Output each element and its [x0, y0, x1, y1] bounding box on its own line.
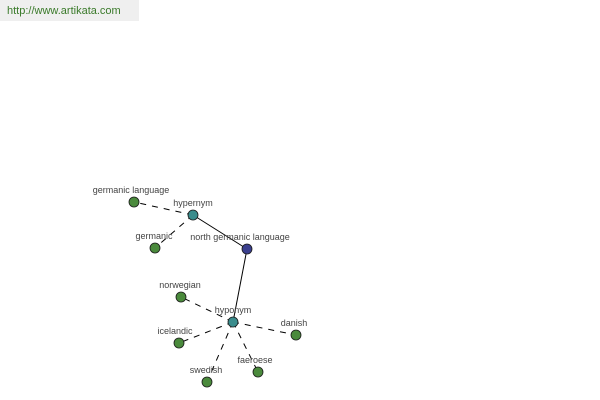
node-label-hypernym[interactable]: hypernym — [173, 198, 213, 208]
node-danish[interactable] — [290, 329, 302, 341]
node-label-swedish[interactable]: swedish — [190, 365, 223, 375]
node-label-germanic-language[interactable]: germanic language — [93, 185, 170, 195]
edge-hyponym-danish — [232, 321, 297, 336]
edge-hyponym-faeroese — [232, 321, 259, 373]
node-norwegian[interactable] — [175, 291, 187, 303]
edge-center-hypernym — [192, 214, 248, 250]
node-center[interactable] — [241, 243, 253, 255]
edge-hypernym-germanic — [154, 214, 194, 249]
edge-hyponym-icelandic — [178, 321, 234, 344]
node-label-danish[interactable]: danish — [281, 318, 308, 328]
node-label-norwegian[interactable]: norwegian — [159, 280, 201, 290]
watermark-link[interactable]: http://www.artikata.com — [0, 0, 139, 21]
node-germanic-language[interactable] — [128, 196, 140, 208]
edge-center-hyponym — [232, 248, 248, 323]
node-hyponym[interactable] — [227, 316, 239, 328]
node-faeroese[interactable] — [252, 366, 264, 378]
node-swedish[interactable] — [201, 376, 213, 388]
node-label-faeroese[interactable]: faeroese — [237, 355, 272, 365]
node-label-germanic[interactable]: germanic — [135, 231, 173, 241]
edge-hyponym-norwegian — [180, 296, 234, 323]
edge-hypernym-germanic-language — [133, 201, 194, 216]
node-label-hyponym[interactable]: hyponym — [215, 305, 252, 315]
node-label-center[interactable]: north germanic language — [190, 232, 290, 242]
node-icelandic[interactable] — [173, 337, 185, 349]
node-label-icelandic[interactable]: icelandic — [157, 326, 193, 336]
node-germanic[interactable] — [149, 242, 161, 254]
node-hypernym[interactable] — [187, 209, 199, 221]
